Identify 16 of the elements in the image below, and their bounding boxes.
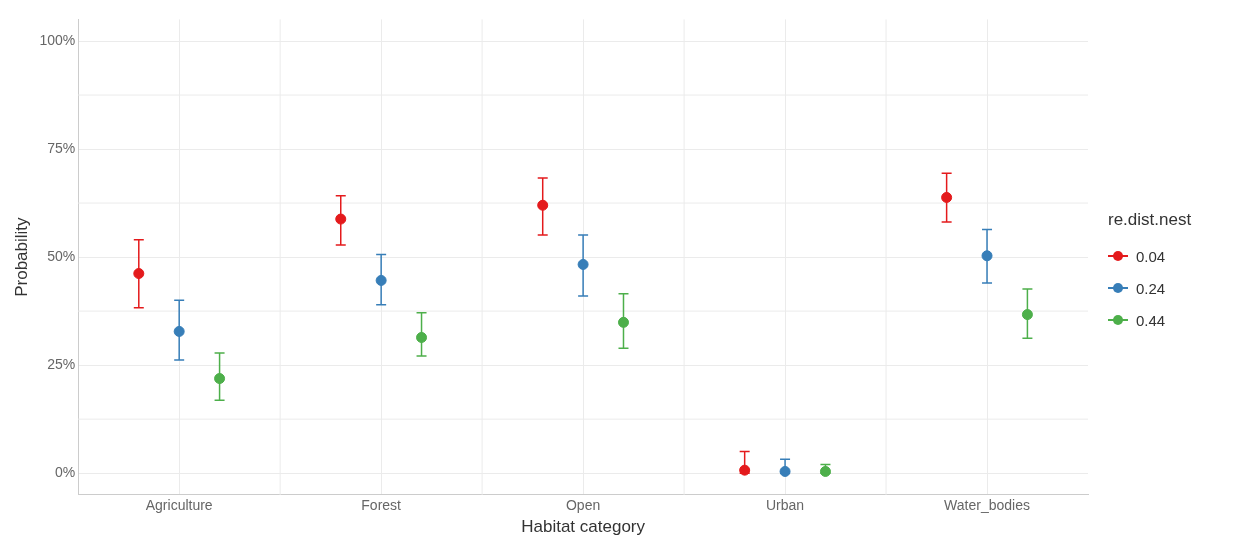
y-tick-label: 25% [47, 356, 76, 372]
legend-label: 0.04 [1136, 247, 1166, 265]
y-tick-label: 75% [47, 139, 76, 156]
legend-label: 0.24 [1136, 279, 1166, 297]
x-tick-label: Forest [361, 497, 402, 514]
x-tick-label: Open [565, 497, 601, 514]
y-tick-label: 0% [54, 464, 76, 481]
x-tick-label: Agriculture [145, 497, 213, 514]
x-tick-label: Urban [765, 497, 805, 514]
legend-label: 0.44 [1136, 311, 1166, 329]
x-tick-label: Water_bodies [944, 497, 1030, 514]
y-tick-label: 100% [39, 31, 76, 48]
y-axis-title: Probability [11, 216, 31, 297]
y-tick-label: 50% [47, 247, 76, 264]
legend-title: re.dist.nest [1108, 210, 1192, 230]
x-axis-title: Habitat category [521, 517, 646, 537]
